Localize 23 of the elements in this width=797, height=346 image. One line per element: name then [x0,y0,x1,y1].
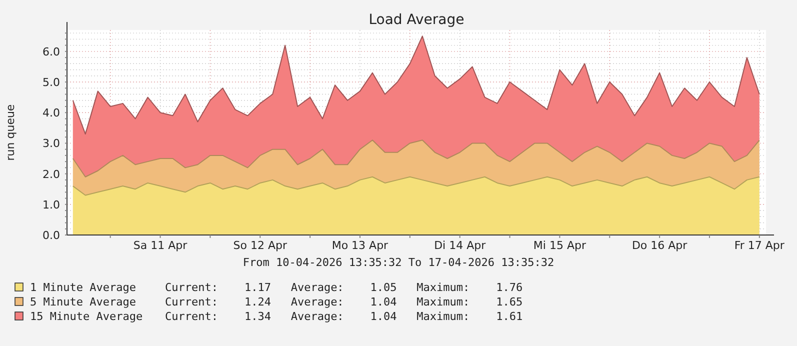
x-tick-label: Sa 11 Apr [133,239,188,252]
y-tick-label: 0.0 [42,229,60,242]
y-tick-label: 6.0 [42,45,60,58]
x-tick-label: Di 14 Apr [434,239,486,252]
y-tick-label: 4.0 [42,106,60,120]
y-tick-label: 1.0 [42,198,60,212]
text: Current: 1.34 Average: 1.04 Maximum: 1.61 [165,310,523,323]
y-tick-label: 2.0 [42,168,60,181]
x-tick-label: Do 16 Apr [632,239,688,252]
chart-title: Load Average [368,12,464,28]
y-tick-label: 3.0 [42,137,60,150]
legend-label: 15 Minute Average [30,310,143,323]
text: Current: 1.24 Average: 1.04 Maximum: 1.65 [165,296,523,308]
x-tick-label: Mi 15 Apr [533,239,586,252]
text: From 10-04-2026 13:35:32 To 17-04-2026 13:35:32 [242,256,554,269]
y-tick-label: 5.0 [42,76,60,90]
x-tick-label: Mo 13 Apr [332,239,389,252]
legend-label: 1 Minute Average [30,281,136,294]
y-axis-title: run queue [4,104,17,161]
text: Current: 1.17 Average: 1.05 Maximum: 1.76 [165,281,523,294]
legend-label: 5 Minute Average [30,296,136,308]
x-tick-label: Fr 17 Apr [734,239,785,252]
x-tick-label: So 12 Apr [233,239,288,252]
